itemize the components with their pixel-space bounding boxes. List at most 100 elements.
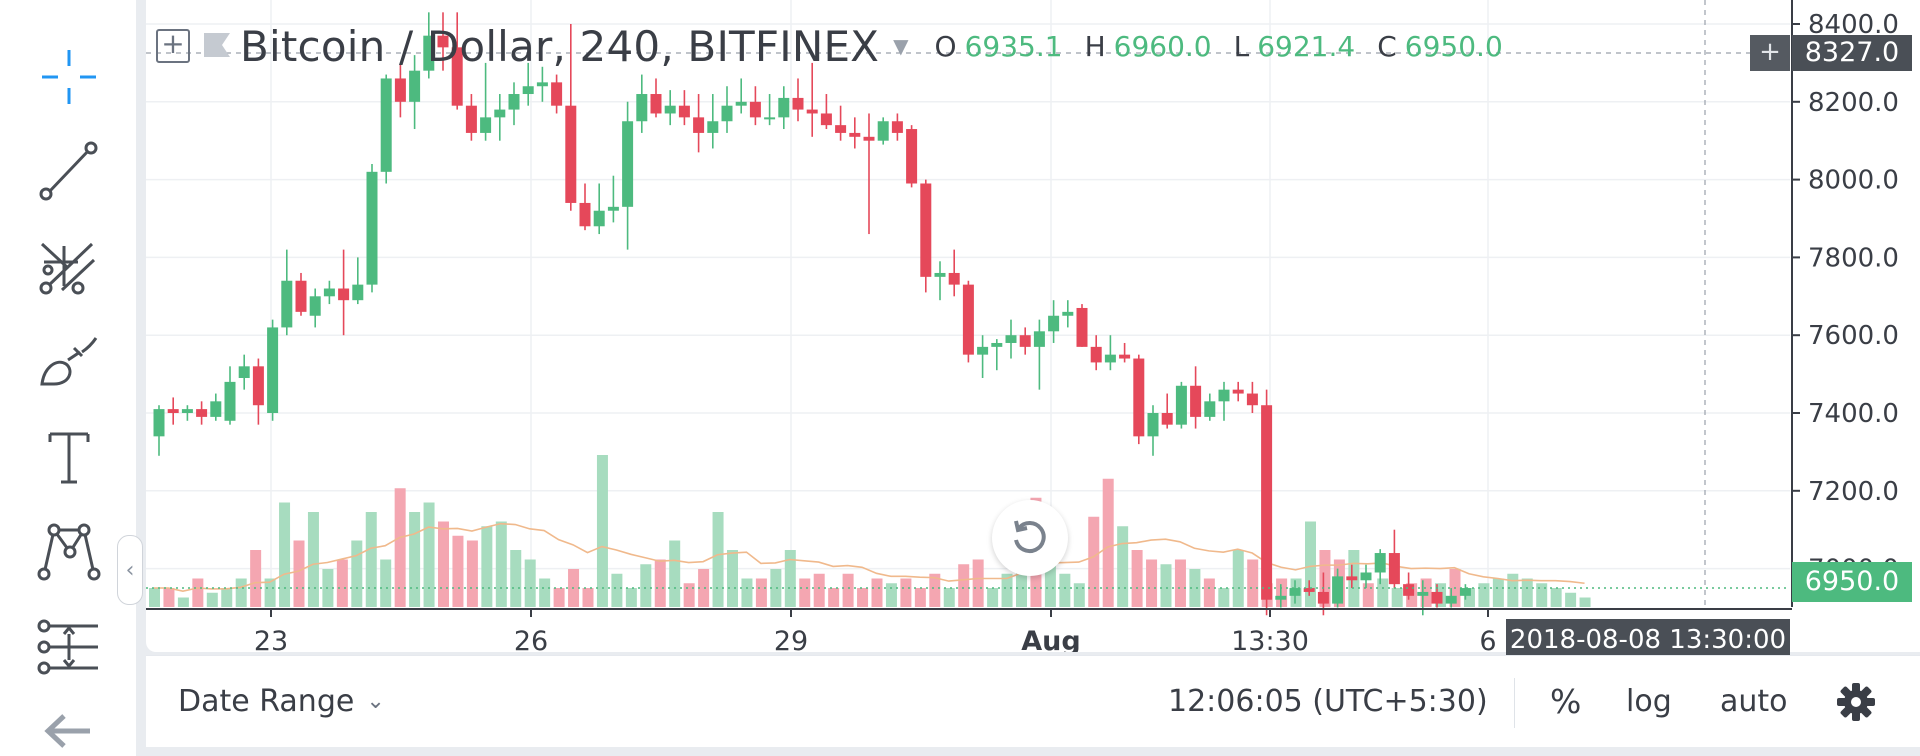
candle-body <box>863 136 875 141</box>
volume-bar <box>712 512 724 607</box>
left-toolbar <box>0 0 136 756</box>
volume-bar <box>481 526 493 607</box>
volume-bar <box>1160 564 1172 607</box>
date-range-button[interactable]: Date Range ⌄ <box>178 684 385 719</box>
text-icon <box>48 432 90 484</box>
candle-body <box>835 125 847 133</box>
volume-bar <box>409 512 421 607</box>
trend-line-tool[interactable] <box>34 136 104 206</box>
volume-bar <box>1492 578 1504 607</box>
volume-bar <box>495 521 507 607</box>
chevron-left-icon: ‹ <box>125 557 135 583</box>
chart-legend: + Bitcoin / Dollar, 240, BITFINEX ▼ O 69… <box>156 18 1525 74</box>
candle-body <box>934 272 946 277</box>
brush-tool[interactable] <box>34 328 104 398</box>
candle-body <box>1019 335 1031 347</box>
high-value: 6960.0 <box>1113 29 1212 63</box>
candle-body <box>962 284 974 355</box>
candle-body <box>849 132 861 137</box>
candle-body <box>1445 595 1457 604</box>
volume-bar <box>1001 573 1013 607</box>
brush-icon <box>40 337 98 386</box>
candle-body <box>551 82 563 106</box>
candle-body <box>920 183 932 277</box>
volume-bar <box>250 550 262 607</box>
volume-bar <box>828 588 840 607</box>
candle-body <box>352 284 364 301</box>
volume-bar <box>163 588 175 607</box>
candle-body <box>480 117 492 133</box>
measure-tool[interactable] <box>34 612 104 682</box>
measure-icon <box>37 619 98 675</box>
candle-body <box>579 202 591 227</box>
candle-body <box>536 82 548 87</box>
symbol-title[interactable]: Bitcoin / Dollar, 240, BITFINEX <box>240 21 880 71</box>
plus-square-icon[interactable]: + <box>156 29 190 63</box>
candle-body <box>1317 591 1329 604</box>
candle-body <box>749 101 761 118</box>
caret-down-icon[interactable]: ▼ <box>893 34 909 58</box>
candle-body <box>1218 389 1230 402</box>
time-axis-label: 23 <box>254 626 288 652</box>
candle-body <box>281 280 293 328</box>
volume-bar <box>625 588 637 607</box>
low-value: 6921.4 <box>1257 29 1356 63</box>
pattern-icon <box>37 523 101 581</box>
log-scale-toggle[interactable]: log <box>1626 684 1672 719</box>
volume-bar <box>235 578 247 607</box>
candle-body <box>877 121 889 141</box>
crosshair-price-label: 8327.0 <box>1792 35 1912 71</box>
volume-bar <box>1362 583 1374 607</box>
pitchfork-tool[interactable] <box>34 232 104 302</box>
candle-body <box>948 272 960 285</box>
toolbar-collapse-handle[interactable]: ‹ <box>117 535 143 605</box>
divider <box>1514 678 1515 728</box>
trend-line-icon <box>39 141 98 201</box>
auto-scale-toggle[interactable]: auto <box>1720 684 1788 719</box>
volume-bar <box>784 550 796 607</box>
candle-body <box>1161 413 1173 425</box>
candle-body <box>494 109 506 118</box>
candle-body <box>323 288 335 297</box>
volume-bar <box>1550 588 1562 607</box>
open-value: 6935.1 <box>964 29 1063 63</box>
volume-bar <box>885 583 897 607</box>
low-label: L <box>1233 29 1250 63</box>
reset-chart-button[interactable] <box>992 500 1068 576</box>
text-tool[interactable] <box>34 422 104 492</box>
volume-bar <box>857 588 869 607</box>
volume-bar <box>1174 559 1186 607</box>
volume-bar <box>1059 573 1071 607</box>
candle-body <box>1104 354 1116 363</box>
clock-display[interactable]: 12:06:05 (UTC+5:30) <box>1168 684 1488 719</box>
volume-bar <box>1521 578 1533 607</box>
volume-bar <box>972 559 984 607</box>
candle-body <box>1076 307 1088 347</box>
flag-icon[interactable] <box>202 31 232 61</box>
volume-bar <box>1507 573 1519 607</box>
add-price-alert-icon[interactable]: + <box>1750 35 1790 71</box>
close-label: C <box>1377 29 1397 63</box>
crosshair-tool[interactable] <box>34 42 104 112</box>
volume-bar <box>987 588 999 607</box>
gear-icon[interactable] <box>1834 680 1878 724</box>
candle-body <box>224 381 236 421</box>
volume-bar <box>1131 550 1143 607</box>
candle-body <box>508 94 520 110</box>
volume-bar <box>1377 578 1389 607</box>
volume-bar <box>1247 559 1259 607</box>
candle-body <box>1119 354 1131 359</box>
percent-scale-toggle[interactable]: % <box>1550 682 1582 721</box>
volume-bar <box>683 583 695 607</box>
volume-bar <box>1391 588 1403 607</box>
candle-body <box>423 35 435 71</box>
volume-bar <box>524 559 536 607</box>
back-tool[interactable] <box>34 706 104 756</box>
volume-bar <box>221 588 233 607</box>
candle-body <box>409 70 421 102</box>
open-label: O <box>934 29 957 63</box>
volume-bar <box>1102 478 1114 607</box>
close-value: 6950.0 <box>1404 29 1503 63</box>
volume-bar <box>206 592 218 607</box>
pattern-tool[interactable] <box>34 516 104 586</box>
